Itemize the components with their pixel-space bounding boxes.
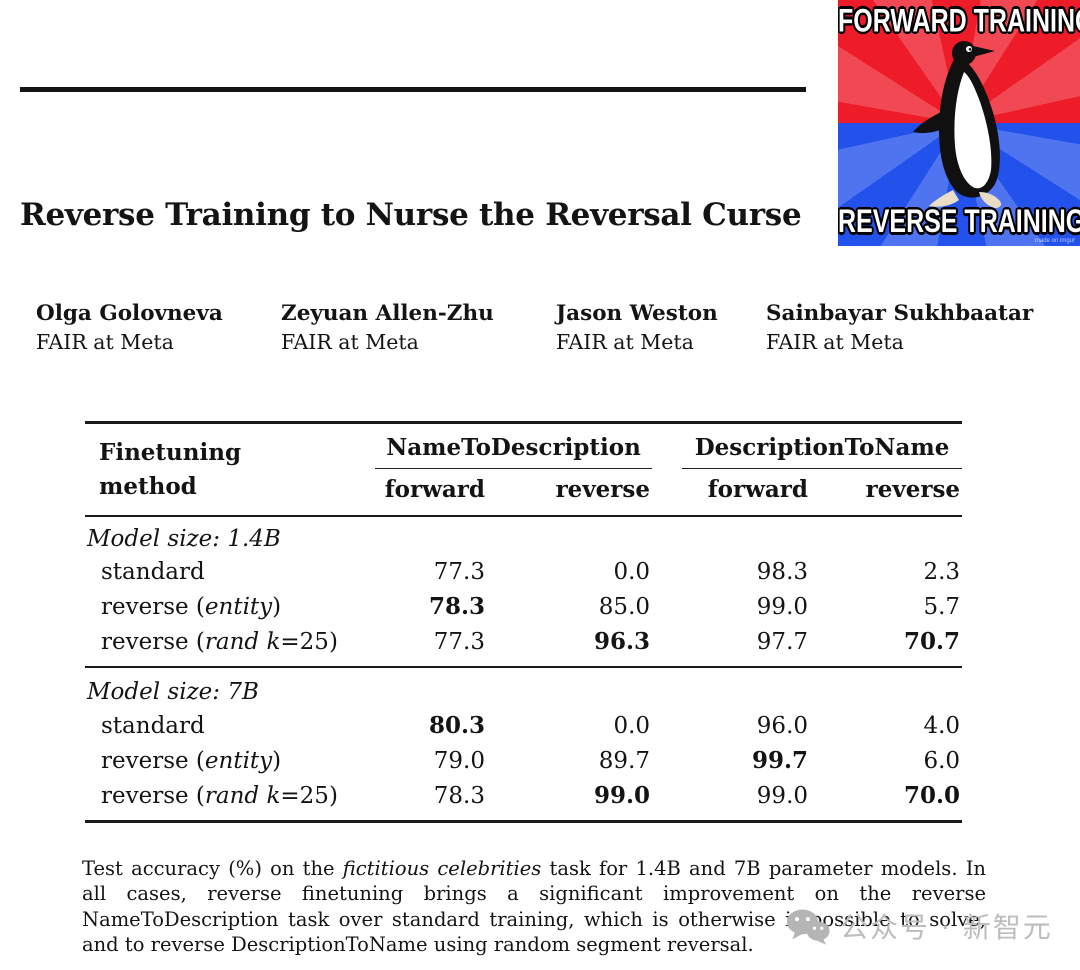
- caption-text: task for 1.4B and 7B parameter models. I…: [82, 856, 986, 957]
- method-cell: reverse (rand k=25): [101, 628, 338, 655]
- author-name: Jason Weston: [556, 301, 718, 326]
- value-cell: 97.7: [756, 628, 809, 655]
- value-cell: 99.0: [756, 782, 809, 809]
- value-cell: 70.7: [904, 628, 961, 655]
- group-label: DescriptionToName: [682, 434, 963, 469]
- value-cell: 79.0: [433, 747, 485, 774]
- value-cell: 4.0: [923, 712, 961, 739]
- table-caption: Test accuracy (%) on the fictitious cele…: [82, 856, 986, 958]
- table-row: reverse (entity) 79.0 89.7 99.7 6.0: [85, 743, 962, 778]
- author-0: Olga Golovneva FAIR at Meta: [36, 301, 223, 354]
- section-label-row: Model size: 1.4B: [85, 516, 962, 555]
- wechat-icon: [786, 909, 830, 945]
- results-table: Finetuning method NameToDescription Desc…: [85, 421, 963, 823]
- author-name: Zeyuan Allen-Zhu: [281, 301, 494, 326]
- method-cell: reverse (rand k=25): [101, 782, 338, 809]
- value-cell: 78.3: [428, 593, 485, 620]
- subheader-d2n-forward: forward: [652, 469, 811, 517]
- value-cell: 96.0: [756, 712, 809, 739]
- subheader-n2d-forward: forward: [375, 469, 487, 517]
- value-cell: 96.3: [593, 628, 651, 655]
- author-affiliation: FAIR at Meta: [556, 330, 694, 354]
- value-cell: 78.3: [433, 782, 485, 809]
- group-header-name-to-description: NameToDescription: [375, 423, 653, 469]
- value-cell: 77.3: [433, 559, 485, 585]
- table-row: reverse (rand k=25) 78.3 99.0 99.0 70.0: [85, 778, 962, 822]
- watermark-text: 公众号 · 新智元: [840, 911, 1053, 944]
- caption-text: Test accuracy (%) on the: [82, 856, 343, 880]
- value-cell: 99.0: [756, 593, 809, 620]
- method-header-line2: method: [99, 473, 197, 500]
- author-affiliation: FAIR at Meta: [766, 330, 904, 354]
- author-affiliation: FAIR at Meta: [36, 330, 174, 354]
- value-cell: 89.7: [598, 747, 651, 774]
- author-3: Sainbayar Sukhbaatar FAIR at Meta: [766, 301, 1033, 354]
- meme-bottom-caption: REVERSE TRAINING: [838, 203, 1080, 241]
- value-cell: 70.0: [904, 782, 961, 809]
- value-cell: 80.3: [428, 712, 485, 739]
- value-cell: 99.7: [751, 747, 809, 774]
- method-cell: reverse (entity): [101, 747, 282, 774]
- value-cell: 0.0: [613, 559, 651, 585]
- author-name: Olga Golovneva: [36, 301, 223, 326]
- value-cell: 99.0: [593, 782, 651, 809]
- header-rule: [20, 87, 806, 92]
- column-header-method: Finetuning method: [85, 422, 375, 517]
- table-row: standard 80.3 0.0 96.0 4.0: [85, 708, 962, 743]
- value-cell: 85.0: [598, 593, 651, 620]
- author-block: Olga Golovneva FAIR at Meta Zeyuan Allen…: [0, 301, 1080, 371]
- value-cell: 98.3: [756, 559, 809, 585]
- section-label-row: Model size: 7B: [85, 666, 963, 708]
- value-cell: 77.3: [433, 628, 485, 655]
- subheader-n2d-reverse: reverse: [487, 469, 653, 517]
- channel-watermark: 公众号 · 新智元: [786, 906, 1053, 946]
- author-name: Sainbayar Sukhbaatar: [766, 301, 1034, 326]
- group-label: NameToDescription: [375, 434, 653, 469]
- method-header-line1: Finetuning: [99, 439, 242, 466]
- penguin-meme-image: FORWARD TRAINING REVERSE TRAINING made o…: [838, 0, 1080, 246]
- method-cell: reverse (entity): [101, 593, 282, 620]
- value-cell: 6.0: [923, 747, 961, 774]
- table-row: reverse (entity) 78.3 85.0 99.0 5.7: [85, 589, 962, 624]
- author-affiliation: FAIR at Meta: [281, 330, 419, 354]
- section-label: Model size: 1.4B: [87, 526, 281, 552]
- value-cell: 2.3: [923, 559, 961, 585]
- author-2: Jason Weston FAIR at Meta: [556, 301, 718, 354]
- author-1: Zeyuan Allen-Zhu FAIR at Meta: [281, 301, 494, 354]
- results-table-container: Finetuning method NameToDescription Desc…: [85, 421, 963, 823]
- meme-credit-watermark: made on imgur: [1034, 238, 1075, 244]
- value-cell: 5.7: [923, 593, 961, 620]
- caption-italic-text: fictitious celebrities: [342, 856, 542, 880]
- table-row: reverse (rand k=25) 77.3 96.3 97.7 70.7: [85, 624, 962, 667]
- method-cell: standard: [101, 559, 205, 585]
- subheader-d2n-reverse: reverse: [810, 469, 963, 517]
- method-cell: standard: [101, 712, 205, 739]
- meme-top-caption: FORWARD TRAINING: [838, 2, 1080, 40]
- table-row: standard 77.3 0.0 98.3 2.3: [85, 555, 962, 589]
- group-header-description-to-name: DescriptionToName: [652, 423, 963, 469]
- section-label: Model size: 7B: [85, 666, 963, 708]
- penguin-graphic: [913, 41, 1002, 208]
- paper-title: Reverse Training to Nurse the Reversal C…: [20, 197, 802, 233]
- value-cell: 0.0: [613, 712, 651, 739]
